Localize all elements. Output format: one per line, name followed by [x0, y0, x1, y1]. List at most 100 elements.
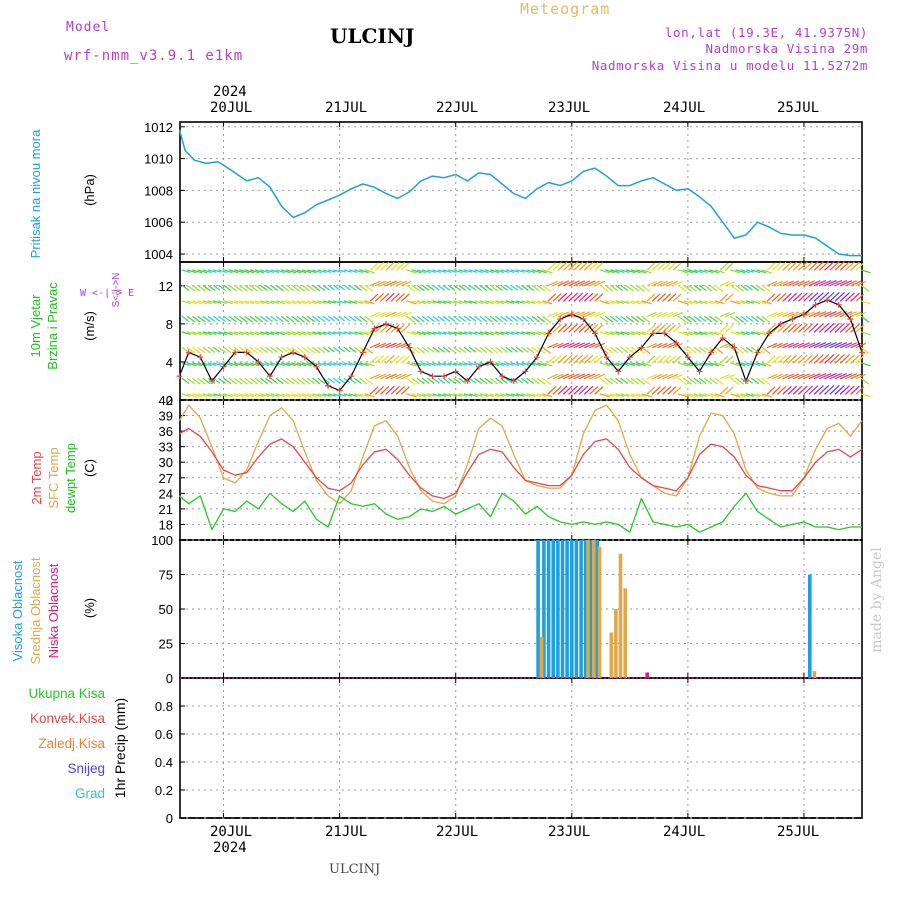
- wind-barb: [328, 393, 336, 397]
- wind-barb: [375, 262, 384, 271]
- wind-barb: [803, 292, 813, 302]
- wind-barb: [547, 342, 558, 349]
- wind-barb: [510, 315, 518, 322]
- wind-barb: [192, 269, 202, 274]
- wind-barb: [244, 362, 255, 367]
- wind-barb: [667, 262, 677, 271]
- wind-barb: [714, 269, 725, 274]
- wind-barb: [693, 269, 703, 273]
- wind-barb: [683, 331, 694, 336]
- wind-barb: [615, 346, 623, 353]
- wind-barb: [422, 315, 430, 322]
- wind-barb: [803, 311, 816, 318]
- wind-barb: [563, 342, 575, 349]
- wind-barb: [395, 311, 407, 318]
- wind-barb: [552, 293, 562, 302]
- wind-barb: [568, 342, 580, 349]
- wind-barb: [453, 315, 461, 322]
- wind-barb: [228, 269, 239, 274]
- wind-barb: [573, 323, 584, 333]
- wind-barb: [474, 377, 482, 384]
- wind-barb: [343, 362, 352, 366]
- wind-gust-marker: [232, 349, 239, 356]
- wind-barb: [818, 354, 830, 364]
- wind-barb: [677, 393, 689, 398]
- y-tick-label: 27: [159, 471, 173, 486]
- wind-barb: [599, 284, 609, 292]
- wind-barb: [296, 393, 307, 398]
- wind-barb: [563, 261, 573, 271]
- wind-barb: [662, 293, 672, 302]
- wind-barb: [735, 331, 746, 336]
- wind-barb: [662, 311, 673, 318]
- cloud-bar: [812, 671, 817, 678]
- cloud-bar: [583, 540, 588, 678]
- wind-barb: [698, 269, 708, 273]
- wind-barb: [657, 386, 666, 395]
- wind-barb: [380, 262, 390, 271]
- wind-barb: [281, 315, 290, 323]
- wind-barb: [515, 284, 524, 291]
- wind-barb: [709, 362, 720, 367]
- cloud-bar: [592, 540, 596, 678]
- wind-barb: [228, 362, 239, 367]
- cloud-bar: [570, 540, 574, 678]
- wind-barb: [829, 342, 842, 349]
- model-name: wrf-nmm_v3.9.1 e1km: [64, 48, 244, 64]
- wind-barb: [453, 269, 462, 273]
- wind-barb: [228, 300, 239, 305]
- wind-barb: [202, 269, 212, 273]
- wind-barb: [197, 377, 206, 385]
- wind-barb: [463, 300, 472, 304]
- wind-barb: [803, 261, 813, 271]
- wind-barb: [338, 346, 345, 353]
- wind-barb: [218, 269, 227, 273]
- wind-barb: [526, 284, 535, 291]
- wind-barb: [557, 373, 570, 380]
- wind-barb: [724, 374, 736, 380]
- wind-barb: [437, 393, 447, 397]
- wind-barb: [192, 284, 201, 292]
- wind-barb: [463, 331, 472, 335]
- wind-barb: [641, 393, 652, 398]
- cloud-bar: [551, 540, 555, 678]
- wind-barb: [573, 280, 586, 287]
- wind-barb: [197, 269, 207, 274]
- wind-barb: [724, 386, 734, 395]
- wind-barb: [328, 346, 335, 353]
- wind-barb: [782, 280, 794, 287]
- wind-barb: [207, 284, 216, 291]
- wind-barb: [474, 346, 482, 353]
- wind-barb: [484, 284, 493, 292]
- wind-barb: [557, 261, 568, 271]
- wind-barb: [589, 280, 601, 287]
- wind-barb: [850, 261, 860, 271]
- wind-barb: [495, 377, 503, 384]
- wind-barb: [489, 393, 500, 398]
- wind-barb: [427, 300, 436, 304]
- wind-barb: [714, 300, 725, 305]
- wind-barb: [850, 311, 862, 318]
- legend-total-rain: Ukupna Kisa: [28, 686, 105, 701]
- wind-barb: [489, 269, 500, 274]
- wind-barb: [594, 355, 604, 364]
- wind-barb: [301, 300, 312, 305]
- wind-barb: [662, 280, 673, 287]
- wind-barb: [307, 284, 316, 292]
- wind-barb: [181, 315, 190, 322]
- wind-barb: [855, 281, 867, 287]
- wind-barb: [395, 280, 407, 287]
- wind-barb: [359, 362, 369, 367]
- wind-gust-marker: [325, 382, 332, 389]
- wind-barb: [693, 284, 702, 291]
- wind-barb: [322, 346, 330, 353]
- wind-barb: [469, 269, 478, 273]
- wind-barb: [735, 300, 746, 305]
- wind-barb: [369, 343, 381, 349]
- wind-gust-marker: [348, 373, 355, 380]
- wind-barb: [756, 346, 765, 354]
- wind-barb: [286, 269, 296, 274]
- wind-barb: [484, 393, 494, 397]
- wind-barb: [808, 323, 819, 333]
- wind-barb: [651, 280, 663, 287]
